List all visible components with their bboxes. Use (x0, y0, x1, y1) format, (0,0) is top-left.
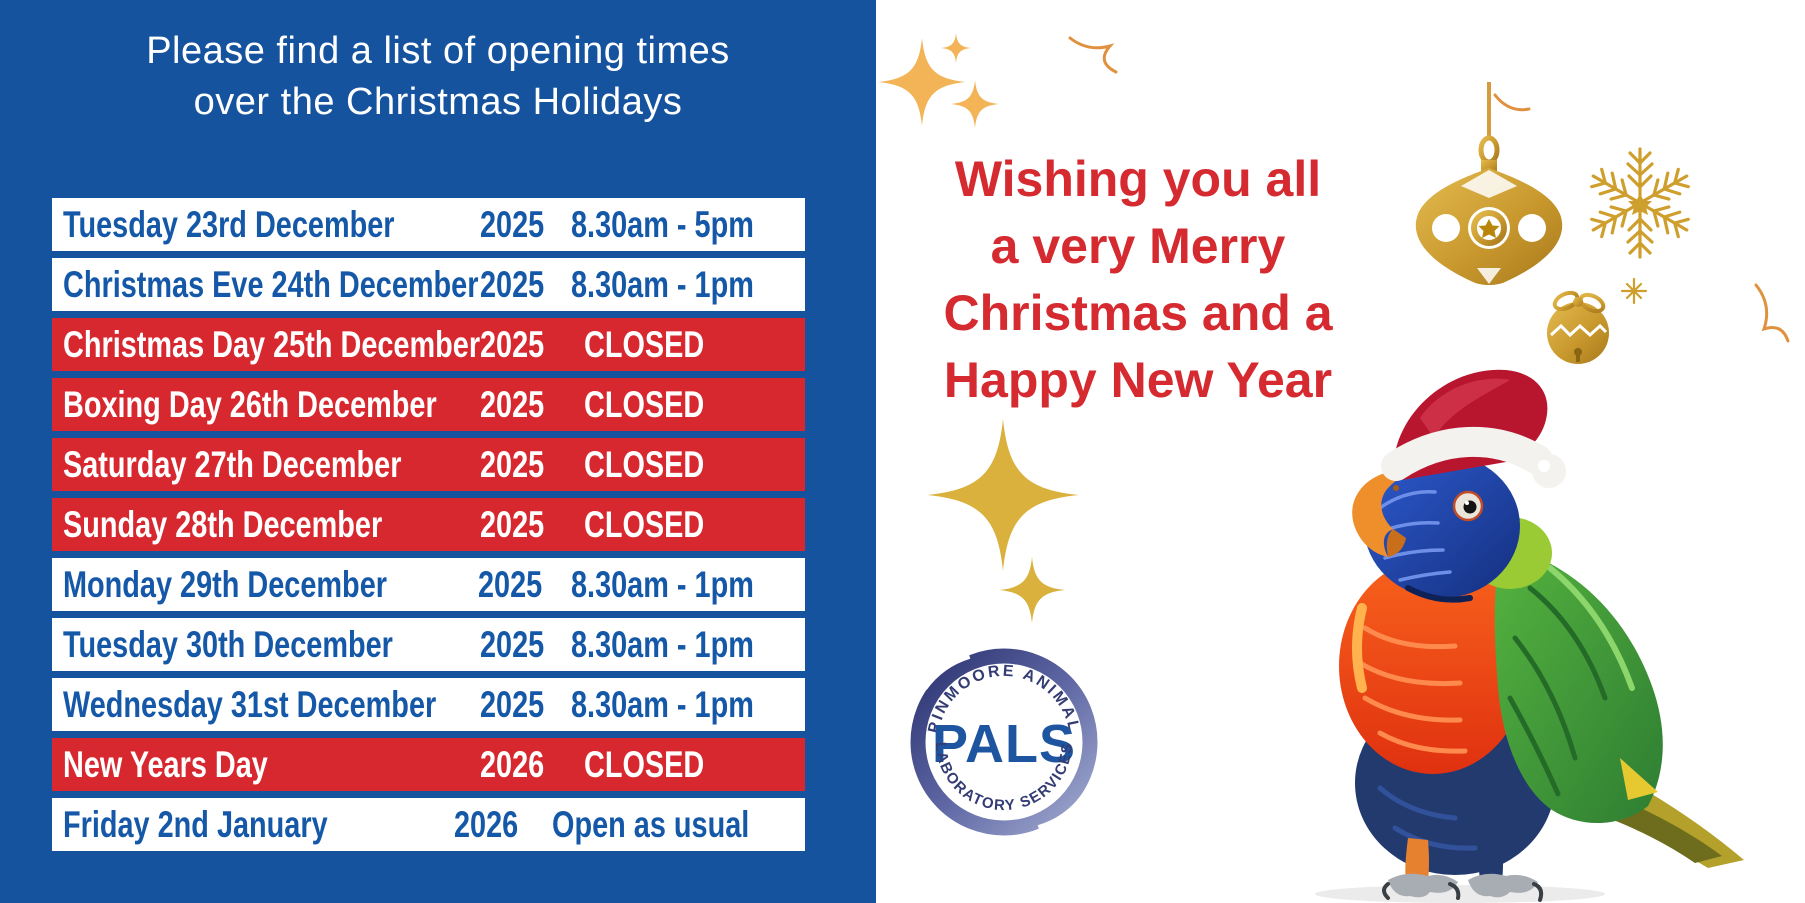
opening-times-panel: Please find a list of opening times over… (0, 0, 876, 903)
time-cell: 8.30am - 1pm (570, 563, 754, 605)
year-cell: 2026 (480, 743, 545, 785)
day-cell: New Years Day (63, 743, 268, 785)
day-cell: Tuesday 23rd December (63, 203, 395, 245)
table-row: Christmas Eve 24th December 2025 8.30am … (52, 258, 805, 311)
day-cell: Saturday 27th December (63, 443, 402, 485)
day-cell: Monday 29th December (63, 563, 387, 605)
time-cell: Open as usual (552, 803, 750, 845)
day-cell: Christmas Eve 24th December (63, 263, 479, 305)
day-cell: Friday 2nd January (63, 803, 328, 845)
pine-branches-top (1015, 0, 1805, 169)
day-cell: Christmas Day 25th December (63, 323, 481, 365)
poster-heading: Please find a list of opening times over… (0, 26, 876, 128)
greeting-message: Wishing you all a very Merry Christmas a… (938, 146, 1338, 414)
gold-jingle-bell (1547, 277, 1648, 364)
gold-snowflake (1585, 147, 1695, 259)
sparkle-cluster-top (878, 33, 999, 128)
year-cell: 2025 (480, 203, 545, 245)
greeting-line-3: Christmas and a (943, 285, 1333, 341)
greeting-line-4: Happy New Year (943, 352, 1333, 408)
year-cell: 2025 (480, 263, 545, 305)
table-row: New Years Day 2026 CLOSED (52, 738, 805, 791)
table-row: Tuesday 30th December 2025 8.30am - 1pm (52, 618, 805, 671)
year-cell: 2025 (480, 503, 545, 545)
parrot-beak (1352, 471, 1412, 557)
day-cell: Wednesday 31st December (63, 683, 437, 725)
table-row: Monday 29th December 2025 8.30am - 1pm (52, 558, 805, 611)
day-cell: Boxing Day 26th December (63, 383, 437, 425)
santa-hat (1381, 369, 1566, 488)
time-cell: 8.30am - 1pm (570, 683, 754, 725)
sparkle-pair-middle (927, 419, 1079, 623)
pine-branches-right (1673, 139, 1805, 737)
logo-center-text: PALS (932, 714, 1076, 774)
year-cell: 2025 (480, 323, 545, 365)
greeting-line-2: a very Merry (990, 218, 1286, 274)
parrot-head (1364, 454, 1520, 603)
parrot-eye (1452, 490, 1484, 522)
table-row: Friday 2nd January 2026 Open as usual (52, 798, 805, 851)
time-cell: CLOSED (584, 503, 705, 545)
day-cell: Tuesday 30th December (63, 623, 393, 665)
greeting-line-1: Wishing you all (954, 151, 1322, 207)
year-cell: 2025 (480, 443, 545, 485)
year-cell: 2025 (478, 563, 543, 605)
lorikeet-santa-illustration (1315, 369, 1744, 903)
table-row: Wednesday 31st December 2025 8.30am - 1p… (52, 678, 805, 731)
schedule-table: Tuesday 23rd December 2025 8.30am - 5pm … (52, 198, 805, 858)
parrot-feet (1382, 838, 1544, 902)
table-row: Tuesday 23rd December 2025 8.30am - 5pm (52, 198, 805, 251)
year-cell: 2025 (480, 383, 545, 425)
day-cell: Sunday 28th December (63, 503, 383, 545)
time-cell: 8.30am - 5pm (570, 203, 754, 245)
table-row: Boxing Day 26th December 2025 CLOSED (52, 378, 805, 431)
pals-logo: PINMOORE ANIMAL PALS LABORATORY SERVICES (909, 647, 1099, 837)
heading-line-1: Please find a list of opening times (146, 30, 730, 72)
year-cell: 2025 (480, 623, 545, 665)
time-cell: CLOSED (584, 323, 705, 365)
year-cell: 2025 (480, 683, 545, 725)
year-cell: 2026 (454, 803, 519, 845)
parrot-chest (1339, 558, 1527, 774)
table-row: Sunday 28th December 2025 CLOSED (52, 498, 805, 551)
time-cell: CLOSED (584, 383, 705, 425)
heading-line-2: over the Christmas Holidays (193, 81, 683, 123)
gold-ornament (1415, 82, 1563, 285)
table-row: Christmas Day 25th December 2025 CLOSED (52, 318, 805, 371)
time-cell: 8.30am - 1pm (570, 263, 754, 305)
table-row: Saturday 27th December 2025 CLOSED (52, 438, 805, 491)
time-cell: 8.30am - 1pm (570, 623, 754, 665)
time-cell: CLOSED (584, 443, 705, 485)
parrot-wing (1494, 546, 1663, 824)
time-cell: CLOSED (584, 743, 705, 785)
